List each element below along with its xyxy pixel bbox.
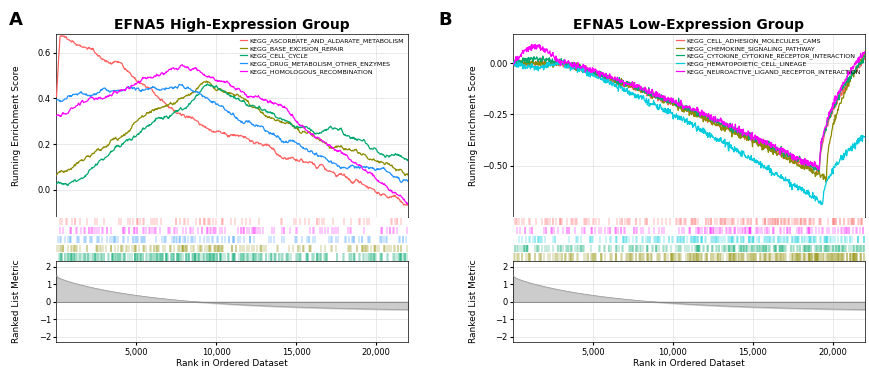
- Title: EFNA5 Low-Expression Group: EFNA5 Low-Expression Group: [574, 17, 805, 32]
- Y-axis label: Ranked List Metric: Ranked List Metric: [469, 260, 478, 344]
- Text: A: A: [9, 11, 23, 29]
- Text: B: B: [439, 11, 453, 29]
- X-axis label: Rank in Ordered Dataset: Rank in Ordered Dataset: [176, 359, 288, 368]
- Legend: KEGG_ASCORBATE_AND_ALDARATE_METABOLISM, KEGG_BASE_EXCISION_REPAIR, KEGG_CELL_CYC: KEGG_ASCORBATE_AND_ALDARATE_METABOLISM, …: [237, 35, 407, 77]
- Legend: KEGG_CELL_ADHESION_MOLECULES_CAMS, KEGG_CHEMOKINE_SIGNALING_PATHWAY, KEGG_CYTOKI: KEGG_CELL_ADHESION_MOLECULES_CAMS, KEGG_…: [673, 35, 864, 77]
- Title: EFNA5 High-Expression Group: EFNA5 High-Expression Group: [115, 17, 350, 32]
- Y-axis label: Running Enrichment Score: Running Enrichment Score: [469, 65, 478, 186]
- Y-axis label: Running Enrichment Score: Running Enrichment Score: [12, 65, 22, 186]
- Y-axis label: Ranked List Metric: Ranked List Metric: [12, 260, 22, 344]
- X-axis label: Rank in Ordered Dataset: Rank in Ordered Dataset: [634, 359, 745, 368]
